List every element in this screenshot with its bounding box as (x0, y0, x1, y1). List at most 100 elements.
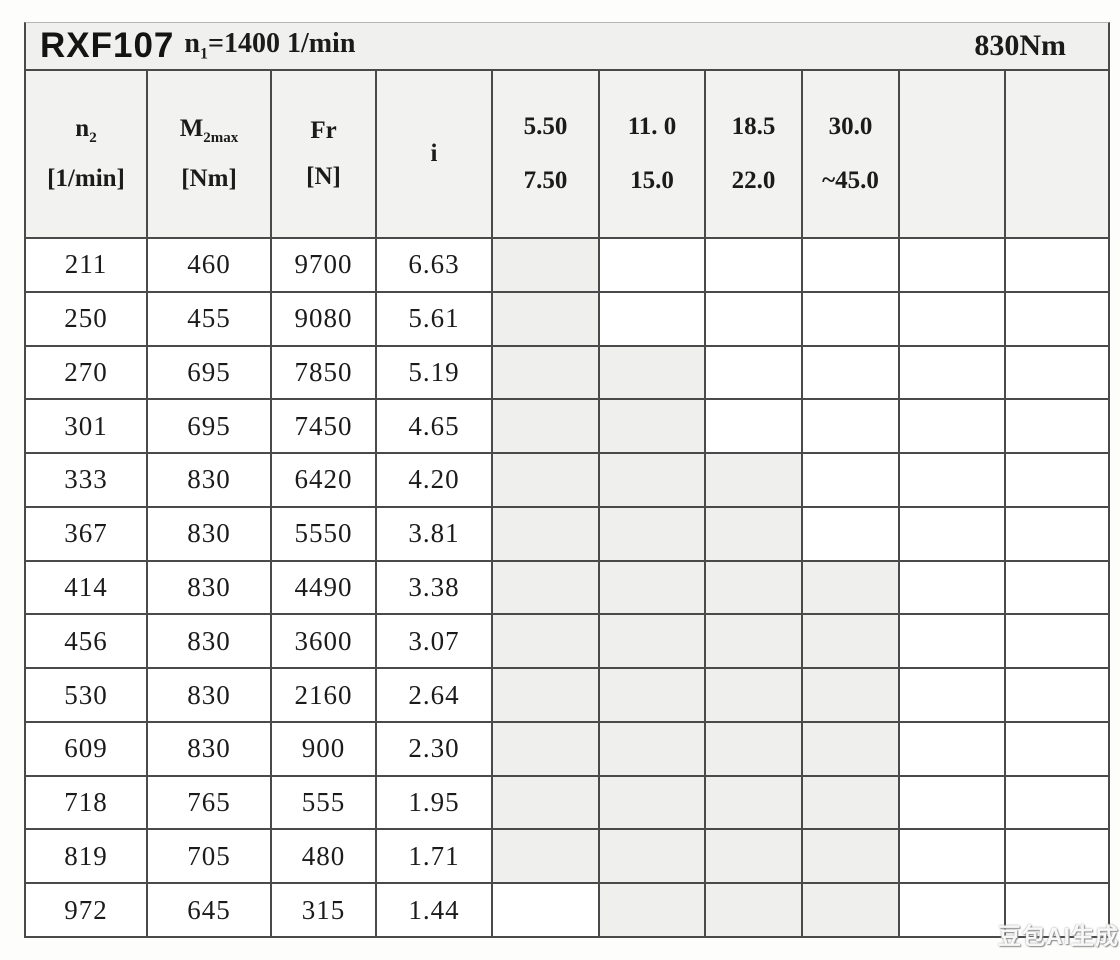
ratio-cell-3 (706, 239, 801, 291)
i-value: 2.64 (377, 669, 491, 721)
col-header-ratio-6 (1006, 71, 1108, 237)
fr-value: 480 (272, 830, 375, 883)
m2max-value: 695 (148, 346, 270, 399)
model-label: RXF107 (40, 26, 175, 65)
speed-symbol: n (184, 28, 200, 60)
fr-value: 5550 (272, 507, 375, 560)
i-value: 6.63 (377, 239, 491, 291)
n2-value: 414 (26, 561, 146, 614)
input-speed-label: n1=1400 1/min (184, 28, 355, 64)
m2max-value: 830 (148, 669, 270, 721)
fr-value: 7850 (272, 346, 375, 399)
ratio-cell-1 (493, 722, 598, 775)
ratio-cell-6 (1006, 615, 1108, 668)
col-header-m2max-symbol: M2max (179, 115, 239, 146)
m2max-value: 645 (148, 884, 270, 936)
ratio-cell-3 (706, 400, 801, 453)
fr-value: 4490 (272, 561, 375, 614)
col-header-ratio-1: 5.50 7.50 (493, 71, 598, 237)
ratio-cell-1 (493, 776, 598, 829)
ratio-cell-6 (1006, 561, 1108, 614)
ratio-bottom: 15.0 (630, 167, 674, 194)
ratio-cell-5 (900, 561, 1004, 614)
gear-rating-table: RXF107 n1=1400 1/min 830Nm n2 [1/min] M2… (24, 22, 1110, 938)
ratio-cell-1 (493, 830, 598, 883)
ratio-cell-5 (900, 830, 1004, 883)
ratio-cell-6 (1006, 830, 1108, 883)
i-value: 1.95 (377, 776, 491, 829)
col-header-i: i (377, 71, 491, 237)
n2-value: 250 (26, 292, 146, 345)
n2-value: 333 (26, 454, 146, 506)
ratio-cell-5 (900, 615, 1004, 668)
ratio-cell-1 (493, 884, 598, 936)
ratio-cell-1 (493, 346, 598, 399)
ratio-cell-3 (706, 615, 801, 668)
ratio-cell-5 (900, 507, 1004, 560)
i-value: 5.19 (377, 346, 491, 399)
ratio-cell-4 (803, 292, 898, 345)
col-header-ratio-5 (900, 71, 1004, 237)
col-header-n2-unit: [1/min] (47, 165, 125, 192)
fr-value: 315 (272, 884, 375, 936)
ratio-cell-1 (493, 507, 598, 560)
n2-value: 609 (26, 722, 146, 775)
ratio-cell-6 (1006, 292, 1108, 345)
col-header-n2: n2 [1/min] (26, 71, 146, 237)
watermark: 豆包AI生成 (998, 923, 1119, 949)
ratio-cell-2 (600, 239, 704, 291)
n2-value: 972 (26, 884, 146, 936)
ratio-cell-1 (493, 669, 598, 721)
col-header-fr-unit: [N] (306, 163, 341, 190)
ratio-bottom: ~45.0 (822, 167, 879, 194)
ratio-cell-5 (900, 239, 1004, 291)
fr-value: 555 (272, 776, 375, 829)
ratio-cell-6 (1006, 669, 1108, 721)
ratio-cell-4 (803, 454, 898, 506)
n2-value: 301 (26, 400, 146, 453)
ratio-cell-2 (600, 669, 704, 721)
ratio-cell-4 (803, 400, 898, 453)
m2max-value: 695 (148, 400, 270, 453)
ratio-top: 11. 0 (627, 113, 677, 140)
ratio-cell-1 (493, 454, 598, 506)
ratio-cell-5 (900, 292, 1004, 345)
col-header-ratio-3: 18.5 22.0 (706, 71, 801, 237)
ratio-cell-3 (706, 454, 801, 506)
ratio-cell-1 (493, 239, 598, 291)
ratio-bottom: 22.0 (731, 167, 776, 194)
m2max-value: 830 (148, 722, 270, 775)
ratio-cell-6 (1006, 454, 1108, 506)
i-value: 2.30 (377, 722, 491, 775)
ratio-cell-4 (803, 615, 898, 668)
speed-value: =1400 1/min (207, 28, 356, 60)
ratio-cell-2 (600, 561, 704, 614)
col-header-ratio-2: 11. 0 15.0 (600, 71, 704, 237)
ratio-cell-4 (803, 669, 898, 721)
ratio-cell-6 (1006, 400, 1108, 453)
ratio-cell-1 (493, 561, 598, 614)
ratio-cell-4 (803, 239, 898, 291)
ratio-top: 18.5 (731, 113, 776, 140)
ratio-cell-3 (706, 884, 801, 936)
ratio-cell-4 (803, 830, 898, 883)
fr-value: 2160 (272, 669, 375, 721)
max-torque-label: 830Nm (974, 29, 1066, 62)
ratio-cell-4 (803, 346, 898, 399)
ratio-cell-6 (1006, 722, 1108, 775)
ratio-bottom: 7.50 (523, 167, 568, 194)
i-value: 5.61 (377, 292, 491, 345)
ratio-cell-2 (600, 507, 704, 560)
ratio-cell-4 (803, 884, 898, 936)
col-header-m2max-unit: [Nm] (181, 165, 237, 192)
i-value: 3.07 (377, 615, 491, 668)
n2-value: 530 (26, 669, 146, 721)
ratio-cell-3 (706, 776, 801, 829)
i-value: 4.20 (377, 454, 491, 506)
col-header-n2-symbol: n2 (75, 115, 97, 146)
col-header-fr-symbol: Fr (310, 117, 337, 144)
ratio-cell-2 (600, 454, 704, 506)
ratio-cell-2 (600, 884, 704, 936)
ratio-cell-5 (900, 884, 1004, 936)
fr-value: 6420 (272, 454, 375, 506)
